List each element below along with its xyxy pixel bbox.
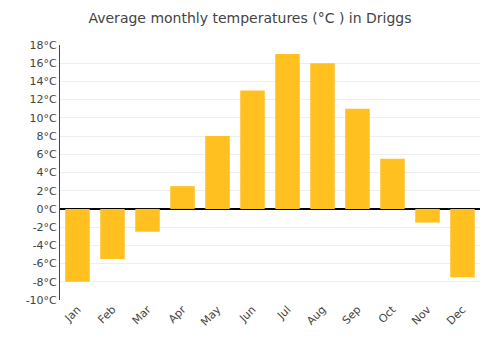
svg-text:-2°C: -2°C — [33, 221, 57, 234]
svg-text:May: May — [198, 303, 224, 329]
svg-text:2°C: 2°C — [37, 185, 57, 198]
svg-text:Oct: Oct — [376, 303, 399, 326]
svg-text:10°C: 10°C — [30, 112, 57, 125]
svg-text:8°C: 8°C — [37, 130, 57, 143]
svg-text:4°C: 4°C — [37, 166, 57, 179]
svg-text:14°C: 14°C — [30, 75, 57, 88]
svg-text:0°C: 0°C — [37, 203, 57, 216]
svg-text:Average monthly temperatures (: Average monthly temperatures (°C ) in Dr… — [88, 10, 411, 26]
svg-text:-8°C: -8°C — [33, 276, 57, 289]
svg-text:Jul: Jul — [274, 303, 293, 322]
svg-text:-4°C: -4°C — [33, 239, 57, 252]
svg-text:Apr: Apr — [166, 303, 189, 326]
svg-text:Sep: Sep — [340, 303, 364, 327]
svg-text:Jun: Jun — [236, 303, 258, 325]
svg-text:Mar: Mar — [130, 303, 154, 327]
svg-text:12°C: 12°C — [30, 93, 57, 106]
svg-text:18°C: 18°C — [30, 39, 57, 52]
svg-text:Nov: Nov — [409, 303, 434, 328]
svg-text:6°C: 6°C — [37, 148, 57, 161]
svg-text:Feb: Feb — [96, 303, 119, 326]
svg-text:Jan: Jan — [62, 303, 84, 325]
svg-text:16°C: 16°C — [30, 57, 57, 70]
svg-text:-6°C: -6°C — [33, 257, 57, 270]
svg-text:Dec: Dec — [444, 303, 468, 327]
svg-text:Aug: Aug — [304, 303, 328, 327]
svg-text:-10°C: -10°C — [26, 294, 57, 307]
